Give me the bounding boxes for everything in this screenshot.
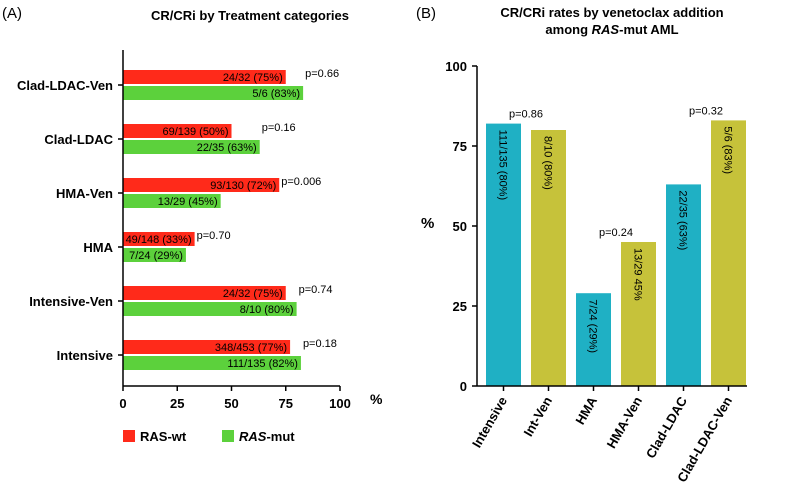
bar-label-b-intensive: 111/135 (80%) xyxy=(497,130,509,201)
bar-label-b-hma-ven: 13/29 45% xyxy=(632,248,644,301)
panel-a-xlabel: % xyxy=(370,391,383,407)
bar-a-ras-wt-intensive xyxy=(123,340,291,354)
bar-label-b-hma: 7/24 (29%) xyxy=(587,299,599,353)
pvalue-b-clad-ldac: p=0.32 xyxy=(689,105,723,117)
bar-a-ras-mut-clad-ldac-ven xyxy=(123,86,304,100)
pvalue-a-clad-ldac-ven: p=0.66 xyxy=(305,68,339,80)
bar-a-ras-wt-hma xyxy=(123,232,195,246)
category-label-a-clad-ldac-ven: Clad-LDAC-Ven xyxy=(17,78,113,93)
bar-label-a-ras-mut-hma: 7/24 (29%) xyxy=(129,250,183,262)
panel-b-label: (B) xyxy=(416,5,436,22)
bar-label-b-clad-ldac: 22/35 (63%) xyxy=(677,190,689,250)
category-label-a-intensive: Intensive xyxy=(57,348,113,363)
legend-swatch-ras-mut xyxy=(222,430,234,442)
category-label-a-hma-ven: HMA-Ven xyxy=(56,186,113,201)
category-label-a-hma: HMA xyxy=(83,240,113,255)
category-label-b-clad-ldac: Clad-LDAC xyxy=(643,393,691,460)
pvalue-b-hma: p=0.24 xyxy=(599,227,633,239)
bar-label-a-ras-mut-intensive-ven: 8/10 (80%) xyxy=(240,304,294,316)
y-tick-label-b-50: 50 xyxy=(453,219,467,234)
bar-label-a-ras-wt-hma: 49/148 (33%) xyxy=(126,234,192,246)
bar-a-ras-mut-clad-ldac xyxy=(123,140,260,154)
panel-b-ylabel: % xyxy=(421,215,434,232)
x-tick-label-a-25: 25 xyxy=(170,396,184,411)
bar-a-ras-wt-intensive-ven xyxy=(123,286,286,300)
bar-a-ras-mut-intensive xyxy=(123,356,301,370)
bar-a-ras-wt-clad-ldac xyxy=(123,124,232,138)
panel-a: (A) CR/CRi by Treatment categories 24/32… xyxy=(2,5,383,444)
panel-b-bars: 111/135 (80%) 8/10 (80%) 7/24 (29%) 13/29 4… xyxy=(486,105,746,387)
bar-label-a-ras-wt-clad-ldac-ven: 24/32 (75%) xyxy=(223,72,283,84)
bar-b-int-ven xyxy=(531,130,566,386)
panel-a-title: CR/CRi by Treatment categories xyxy=(151,8,349,23)
panel-b-title-line1: CR/CRi rates by venetoclax addition xyxy=(500,5,723,20)
legend-swatch-ras-wt xyxy=(123,430,135,442)
bar-label-a-ras-wt-clad-ldac: 69/139 (50%) xyxy=(162,126,228,138)
legend-label-ras-wt: RAS-wt xyxy=(140,429,187,444)
y-tick-label-b-75: 75 xyxy=(453,139,467,154)
x-tick-label-a-100: 100 xyxy=(329,396,351,411)
category-label-a-clad-ldac: Clad-LDAC xyxy=(44,132,113,147)
panel-a-bars: 24/32 (75%) 5/6 (83%) p=0.66 69/139 (50%) 22… xyxy=(123,68,339,370)
legend-label-ras-mut: RAS-mut xyxy=(239,429,295,444)
category-label-b-intensive: Intensive xyxy=(469,394,510,450)
category-label-a-intensive-ven: Intensive-Ven xyxy=(29,294,113,309)
bar-label-a-ras-mut-clad-ldac: 22/35 (63%) xyxy=(197,142,257,154)
panel-b: (B) CR/CRi rates by venetoclax addition … xyxy=(416,5,747,485)
bar-label-a-ras-wt-intensive: 348/453 (77%) xyxy=(215,342,287,354)
bar-a-ras-mut-intensive-ven xyxy=(123,302,297,316)
bar-a-ras-wt-hma-ven xyxy=(123,178,280,192)
bar-b-intensive xyxy=(486,123,521,386)
x-tick-label-a-75: 75 xyxy=(279,396,293,411)
bar-b-hma xyxy=(576,293,611,386)
bar-a-ras-mut-hma xyxy=(123,248,186,262)
y-tick-label-b-0: 0 xyxy=(460,379,467,394)
category-label-b-int-ven: Int-Ven xyxy=(520,394,555,439)
category-label-b-hma-ven: HMA-Ven xyxy=(604,394,646,451)
bar-label-a-ras-mut-clad-ldac-ven: 5/6 (83%) xyxy=(252,88,300,100)
panel-b-title-line2: among RAS-mut AML xyxy=(545,22,678,37)
bar-b-hma-ven xyxy=(621,242,656,386)
pvalue-a-hma-ven: p=0.006 xyxy=(281,176,321,188)
pvalue-a-intensive-ven: p=0.74 xyxy=(299,284,333,296)
bar-label-b-clad-ldac-ven: 5/6 (83%) xyxy=(722,126,734,174)
bar-label-a-ras-wt-hma-ven: 93/130 (72%) xyxy=(210,180,276,192)
bar-label-a-ras-mut-hma-ven: 13/29 (45%) xyxy=(158,196,218,208)
bar-label-a-ras-mut-intensive: 111/135 (82%) xyxy=(227,358,298,370)
panel-a-label: (A) xyxy=(2,5,22,22)
y-tick-label-b-100: 100 xyxy=(445,59,467,74)
panel-a-axes: Clad-LDAC-Ven Clad-LDAC HMA-Ven HMA Intensiv… xyxy=(17,50,351,411)
pvalue-a-intensive: p=0.18 xyxy=(303,338,337,350)
bar-b-clad-ldac xyxy=(666,184,701,386)
panel-a-legend: RAS-wt RAS-mut xyxy=(123,429,295,444)
category-label-b-hma: HMA xyxy=(572,393,600,427)
bar-label-a-ras-wt-intensive-ven: 24/32 (75%) xyxy=(223,288,283,300)
bar-a-ras-wt-clad-ldac-ven xyxy=(123,70,286,84)
bar-a-ras-mut-hma-ven xyxy=(123,194,221,208)
pvalue-a-hma: p=0.70 xyxy=(197,230,231,242)
x-tick-label-a-50: 50 xyxy=(224,396,238,411)
pvalue-b-intensive: p=0.86 xyxy=(509,109,543,121)
y-tick-label-b-25: 25 xyxy=(453,299,467,314)
bar-label-b-int-ven: 8/10 (80%) xyxy=(542,136,554,190)
pvalue-a-clad-ldac: p=0.16 xyxy=(262,122,296,134)
x-tick-label-a-0: 0 xyxy=(119,396,126,411)
bar-b-clad-ldac-ven xyxy=(711,120,746,387)
